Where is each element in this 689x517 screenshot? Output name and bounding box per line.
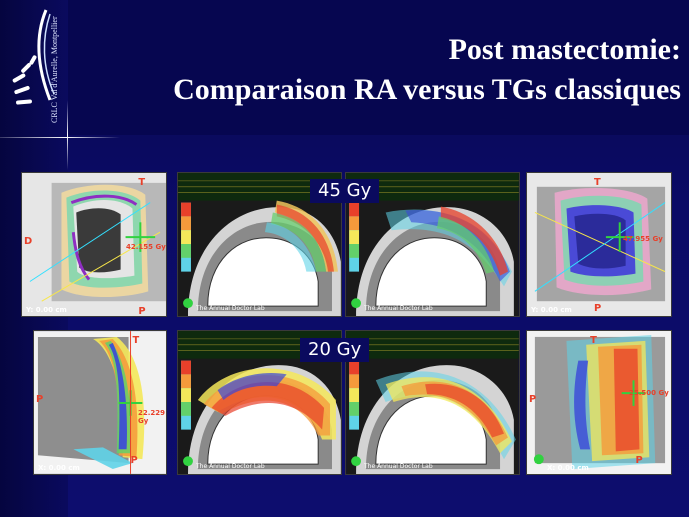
panel-dose-value: 22.229 Gy: [138, 409, 166, 425]
panel-caption: The Annual Doctor Lab: [196, 463, 265, 470]
panel-dose-value: 47.955 Gy: [623, 235, 663, 243]
title-line-2: Comparaison RA versus TGs classiques: [173, 73, 681, 106]
svg-text:T: T: [594, 177, 601, 188]
title-line-1: Post mastectomie:: [448, 33, 681, 66]
panel-readout: X: 0.00 cm: [547, 464, 589, 472]
dose-map-image: [346, 331, 519, 474]
panel-bot-right: T P P X: 0.00 cm 25.500 Gy: [526, 330, 672, 475]
panel-top-mid-a: The Annual Doctor Lab: [177, 172, 342, 317]
svg-text:P: P: [138, 306, 145, 316]
dose-map-image: T P P: [527, 331, 671, 474]
svg-text:D: D: [24, 236, 32, 247]
panel-caption: The Annual Doctor Lab: [364, 463, 433, 470]
decorative-line: [0, 137, 120, 138]
dose-label-45: 45 Gy: [310, 179, 380, 203]
panel-caption: The Annual Doctor Lab: [196, 305, 265, 312]
svg-text:P: P: [635, 455, 642, 466]
svg-text:T: T: [590, 335, 597, 346]
panel-bot-left: T P P X: 0.00 cm 22.229 Gy: [33, 330, 167, 475]
svg-text:P: P: [529, 394, 536, 405]
svg-text:P: P: [36, 394, 43, 405]
svg-text:P: P: [131, 455, 138, 466]
logo-text: CRLC Val d'Aurelle, Montpellier: [50, 16, 59, 124]
svg-text:T: T: [138, 177, 145, 188]
panel-dose-value: 42.155 Gy: [126, 243, 166, 251]
slide-title: Post mastectomie: Comparaison RA versus …: [81, 30, 681, 110]
panel-top-right: T P Y: 0.00 cm 47.955 Gy: [526, 172, 672, 317]
panel-readout: Y: 0.00 cm: [26, 306, 67, 314]
decorative-line: [67, 100, 68, 170]
panel-top-left: D T P Y: 0.00 cm 42.155 Gy: [21, 172, 167, 317]
dose-map-image: D T P: [22, 173, 166, 316]
panel-dose-value: 25.500 Gy: [629, 389, 669, 397]
dose-map-image: [178, 331, 341, 474]
panel-bot-mid-b: The Annual Doctor Lab: [345, 330, 520, 475]
panel-caption: The Annual Doctor Lab: [364, 305, 433, 312]
crlc-logo-icon: [12, 9, 55, 105]
panel-readout: X: 0.00 cm: [38, 464, 80, 472]
dose-map-image: T P P: [34, 331, 166, 474]
dose-label-20: 20 Gy: [300, 338, 370, 362]
dose-map-image: T P: [527, 173, 671, 316]
panel-readout: Y: 0.00 cm: [531, 306, 572, 314]
svg-text:T: T: [133, 335, 140, 346]
svg-text:P: P: [594, 303, 601, 314]
dose-map-image: [178, 173, 341, 316]
header-band: [0, 0, 689, 135]
panel-bot-mid-a: The Annual Doctor Lab: [177, 330, 342, 475]
